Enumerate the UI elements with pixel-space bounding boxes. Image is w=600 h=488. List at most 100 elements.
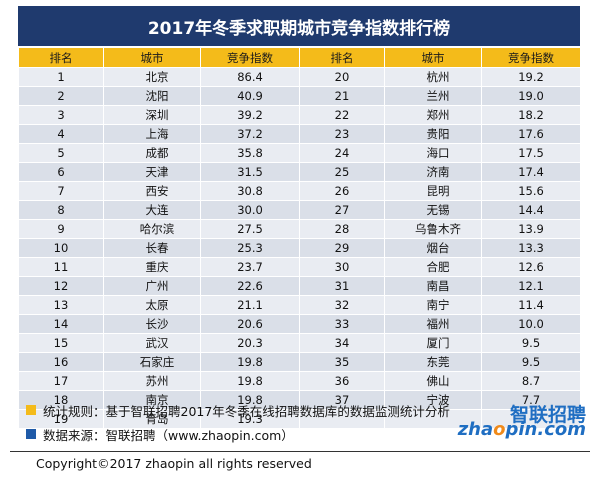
table-row: 14 长沙 20.6 33 福州 10.0 [18,314,581,334]
index-cell: 25.3 [200,238,300,258]
header-city: 城市 [103,47,201,68]
table-row: 4 上海 37.2 23 贵阳 17.6 [18,124,581,144]
note-source-text: 数据来源：智联招聘（www.zhaopin.com） [43,427,294,443]
rank-cell: 30 [299,257,385,277]
city-cell: 重庆 [103,257,201,277]
index-cell: 30.0 [200,200,300,220]
index-cell: 17.5 [481,143,581,163]
table-row: 16 石家庄 19.8 35 东莞 9.5 [18,352,581,372]
rank-cell: 10 [18,238,104,258]
rank-cell: 27 [299,200,385,220]
rank-cell: 5 [18,143,104,163]
city-cell: 青岛 [103,409,201,429]
rank-cell: 34 [299,333,385,353]
rank-cell: 11 [18,257,104,277]
index-cell: 13.3 [481,238,581,258]
header-index: 竞争指数 [481,47,581,68]
city-cell: 南京 [103,390,201,410]
header-rank: 排名 [299,47,385,68]
note-rule-text: 统计规则：基于智联招聘2017年冬季在线招聘数据库的数据监测统计分析 [43,403,450,419]
rank-cell: 19 [18,409,104,429]
rank-cell: 4 [18,124,104,144]
index-cell: 17.6 [481,124,581,144]
city-cell: 苏州 [103,371,201,391]
table-row: 18 南京 19.8 37 宁波 7.7 [18,390,581,410]
page-title: 2017年冬季求职期城市竞争指数排行榜 [18,6,580,46]
city-cell: 南宁 [384,295,482,315]
city-cell: 广州 [103,276,201,296]
index-cell: 19.2 [481,67,581,87]
rank-cell: 31 [299,276,385,296]
city-cell: 天津 [103,162,201,182]
index-cell: 22.6 [200,276,300,296]
note-rule: 统计规则：基于智联招聘2017年冬季在线招聘数据库的数据监测统计分析 [26,398,486,422]
index-cell: 12.6 [481,257,581,277]
index-cell: 27.5 [200,219,300,239]
city-cell [384,409,482,429]
city-cell: 深圳 [103,105,201,125]
rank-cell: 3 [18,105,104,125]
city-cell: 西安 [103,181,201,201]
footnotes: 统计规则：基于智联招聘2017年冬季在线招聘数据库的数据监测统计分析 数据来源：… [26,398,486,446]
index-cell: 9.5 [481,352,581,372]
index-cell: 17.4 [481,162,581,182]
index-cell [481,409,581,429]
city-cell: 上海 [103,124,201,144]
city-cell: 福州 [384,314,482,334]
table-row: 17 苏州 19.8 36 佛山 8.7 [18,371,581,391]
rank-cell: 17 [18,371,104,391]
index-cell: 15.6 [481,181,581,201]
rank-cell: 21 [299,86,385,106]
yellow-square-icon [26,405,36,415]
rank-cell: 36 [299,371,385,391]
rank-cell: 28 [299,219,385,239]
table-row: 7 西安 30.8 26 昆明 15.6 [18,181,581,201]
divider [10,451,590,452]
table-row: 2 沈阳 40.9 21 兰州 19.0 [18,86,581,106]
index-cell: 13.9 [481,219,581,239]
city-cell: 北京 [103,67,201,87]
index-cell: 31.5 [200,162,300,182]
rank-cell: 7 [18,181,104,201]
index-cell: 30.8 [200,181,300,201]
table-row: 11 重庆 23.7 30 合肥 12.6 [18,257,581,277]
rank-cell: 33 [299,314,385,334]
index-cell: 9.5 [481,333,581,353]
table-row: 6 天津 31.5 25 济南 17.4 [18,162,581,182]
rank-cell: 8 [18,200,104,220]
city-cell: 南昌 [384,276,482,296]
rank-cell: 18 [18,390,104,410]
city-cell: 武汉 [103,333,201,353]
index-cell: 35.8 [200,143,300,163]
city-cell: 杭州 [384,67,482,87]
rank-cell: 12 [18,276,104,296]
city-cell: 石家庄 [103,352,201,372]
city-cell: 大连 [103,200,201,220]
index-cell: 7.7 [481,390,581,410]
index-cell: 21.1 [200,295,300,315]
city-cell: 海口 [384,143,482,163]
index-cell: 20.6 [200,314,300,334]
rank-cell: 25 [299,162,385,182]
index-cell: 19.8 [200,390,300,410]
rank-cell: 6 [18,162,104,182]
city-cell: 烟台 [384,238,482,258]
logo-en-dot: o [493,419,506,440]
logo-en-suffix: pin.com [505,419,587,440]
city-cell: 无锡 [384,200,482,220]
table-row: 9 哈尔滨 27.5 28 乌鲁木齐 13.9 [18,219,581,239]
table-row: 1 北京 86.4 20 杭州 19.2 [18,67,581,87]
index-cell: 12.1 [481,276,581,296]
rank-cell: 24 [299,143,385,163]
city-cell: 哈尔滨 [103,219,201,239]
header-city: 城市 [384,47,482,68]
index-cell: 19.8 [200,352,300,372]
rank-cell: 32 [299,295,385,315]
table-row: 5 成都 35.8 24 海口 17.5 [18,143,581,163]
rank-cell: 1 [18,67,104,87]
city-cell: 厦门 [384,333,482,353]
city-cell: 郑州 [384,105,482,125]
rank-cell: 22 [299,105,385,125]
index-cell: 10.0 [481,314,581,334]
logo-en-prefix: zha [457,419,494,440]
